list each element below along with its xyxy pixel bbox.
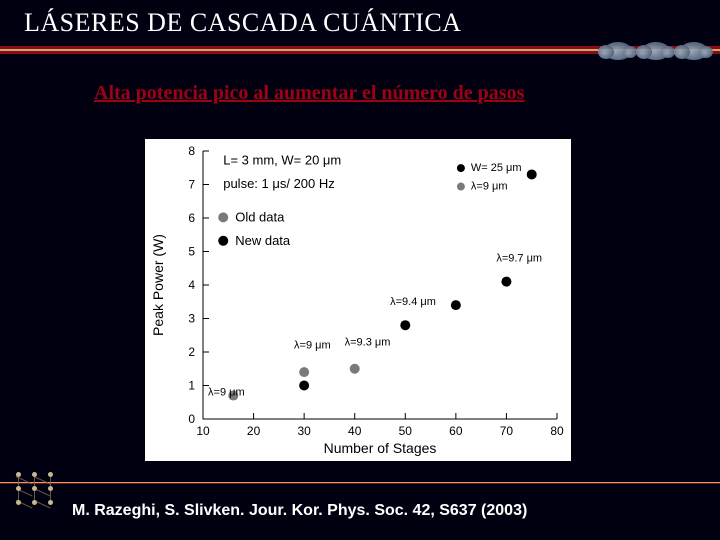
slide-subtitle: Alta potencia pico al aumentar el número… <box>94 82 524 105</box>
svg-text:30: 30 <box>297 424 311 438</box>
svg-text:λ=9 μm: λ=9 μm <box>294 340 331 352</box>
slide-root: LÁSERES DE CASCADA CUÁNTICA Alta potenci… <box>0 0 720 540</box>
svg-text:New data: New data <box>235 233 291 248</box>
svg-text:3: 3 <box>188 312 195 326</box>
slide-title: LÁSERES DE CASCADA CUÁNTICA <box>24 8 462 38</box>
svg-text:20: 20 <box>247 424 261 438</box>
svg-text:Peak Power (W): Peak Power (W) <box>150 234 166 336</box>
decorative-lattice-icon <box>10 468 62 512</box>
svg-text:Old data: Old data <box>235 209 285 224</box>
cloud-icon <box>642 42 670 60</box>
svg-text:50: 50 <box>399 424 413 438</box>
svg-text:6: 6 <box>188 211 195 225</box>
svg-text:5: 5 <box>188 245 195 259</box>
svg-text:0: 0 <box>188 412 195 426</box>
svg-text:40: 40 <box>348 424 362 438</box>
scatter-chart: 10 20 30 40 50 60 70 80 0 1 2 3 4 5 6 7 8 Number of Stage… <box>145 139 571 461</box>
chart-container: 10 20 30 40 50 60 70 80 0 1 2 3 4 5 6 7 8 Number of Stage… <box>144 138 572 462</box>
svg-text:W= 25 μm: W= 25 μm <box>471 162 522 174</box>
svg-text:4: 4 <box>188 278 195 292</box>
svg-text:60: 60 <box>449 424 463 438</box>
svg-text:1: 1 <box>188 379 195 393</box>
svg-text:λ=9.3 μm: λ=9.3 μm <box>345 336 391 348</box>
svg-text:λ=9 μm: λ=9 μm <box>471 181 508 193</box>
svg-text:pulse: 1 μs/ 200 Hz: pulse: 1 μs/ 200 Hz <box>223 176 335 191</box>
citation-text: M. Razeghi, S. Slivken. Jour. Kor. Phys.… <box>72 502 527 520</box>
footer-divider <box>0 482 720 484</box>
svg-text:Number of Stages: Number of Stages <box>324 440 437 456</box>
svg-text:λ=9 μm: λ=9 μm <box>208 387 245 399</box>
svg-text:7: 7 <box>188 178 195 192</box>
svg-text:80: 80 <box>550 424 564 438</box>
svg-text:2: 2 <box>188 345 195 359</box>
cloud-icon <box>680 42 708 60</box>
svg-text:λ=9.4 μm: λ=9.4 μm <box>390 296 436 308</box>
decorative-clouds <box>604 42 708 60</box>
svg-text:70: 70 <box>500 424 514 438</box>
cloud-icon <box>604 42 632 60</box>
svg-text:L= 3 mm, W= 20 μm: L= 3 mm, W= 20 μm <box>223 152 341 167</box>
svg-text:10: 10 <box>196 424 210 438</box>
svg-text:8: 8 <box>188 144 195 158</box>
svg-text:λ=9.7 μm: λ=9.7 μm <box>496 253 542 265</box>
